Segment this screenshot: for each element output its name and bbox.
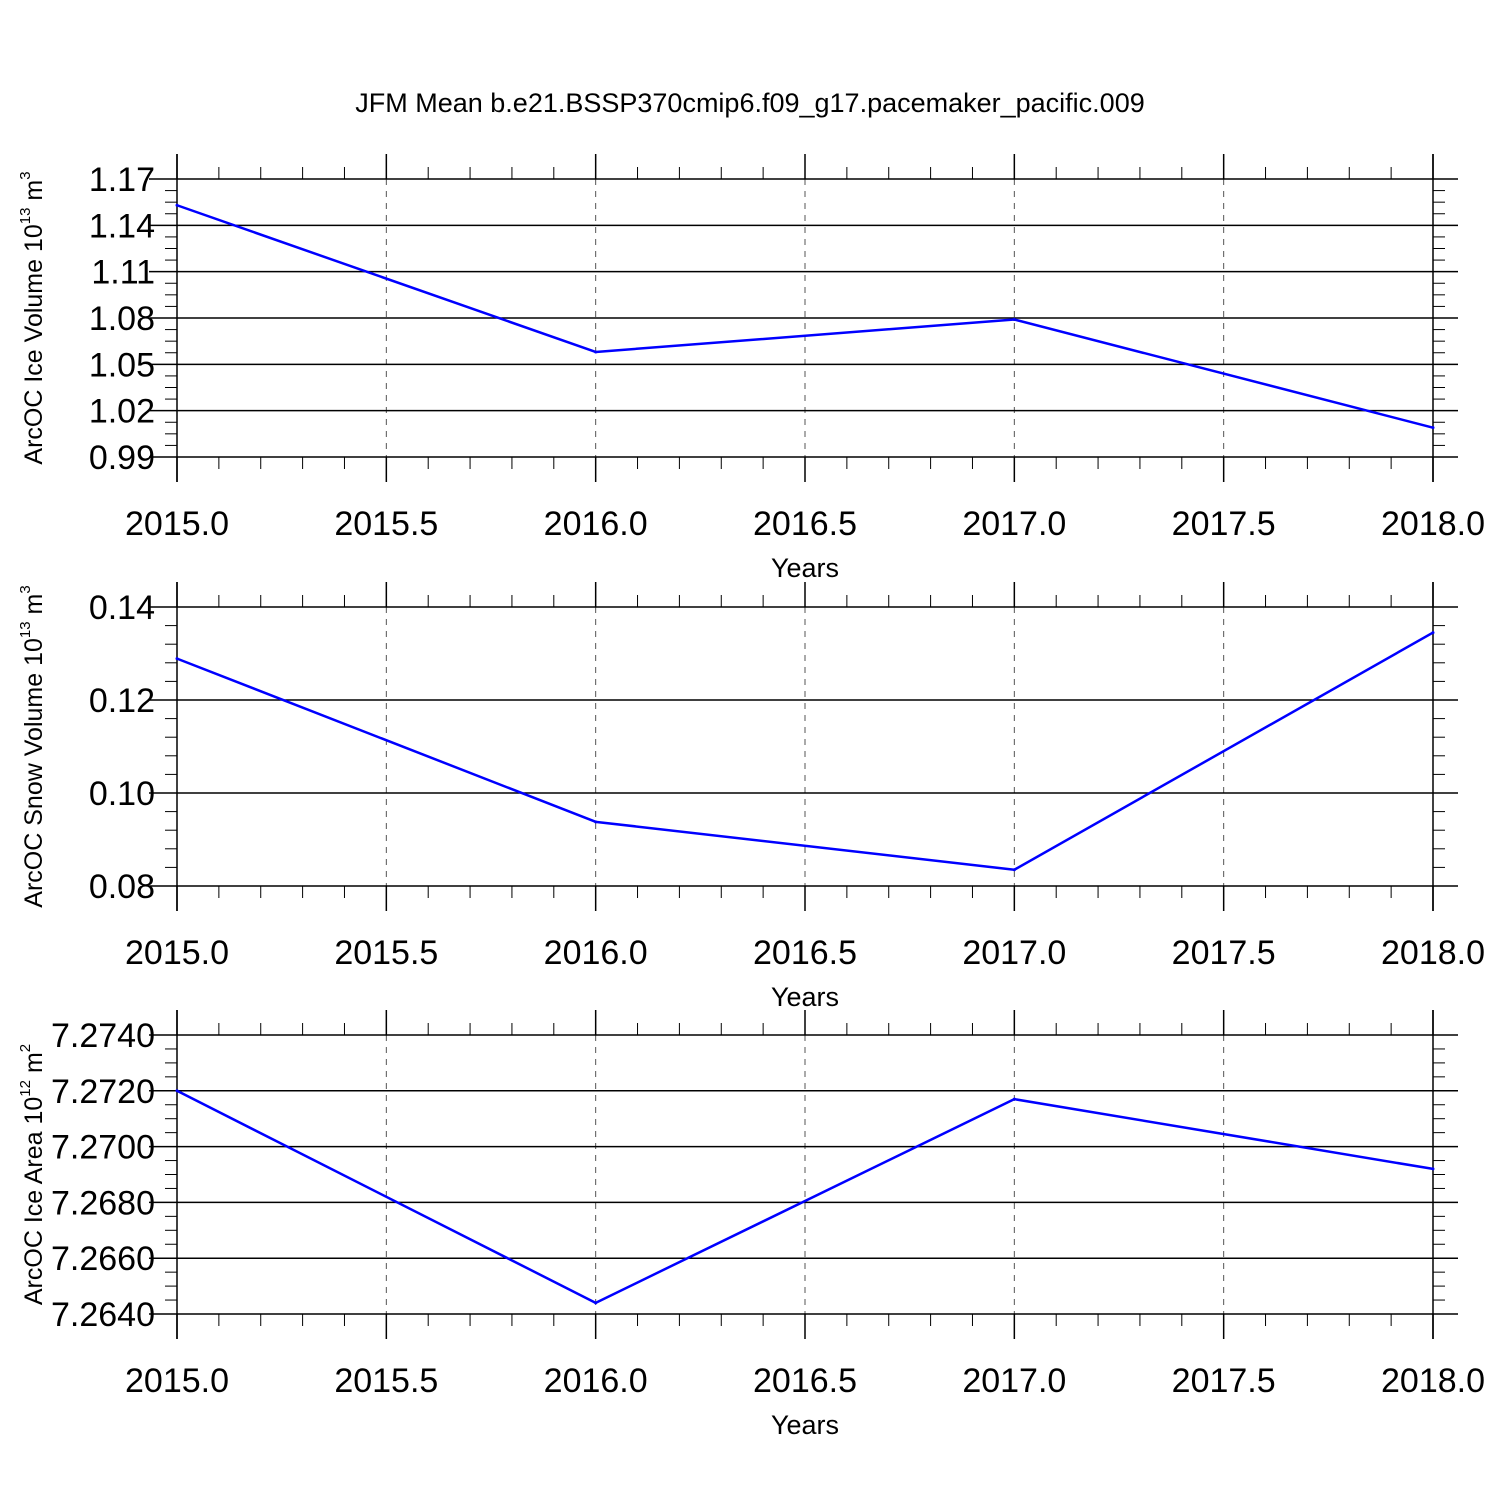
panel-1-y-tick-label: 1.05	[89, 346, 155, 384]
panel-1-y-tick-label: 1.08	[89, 300, 155, 338]
panel-1-y-tick-label: 0.99	[89, 439, 155, 477]
panel-3-data-point	[1431, 1167, 1435, 1171]
panel-1-x-tick-label: 2016.5	[753, 505, 857, 543]
panel-2-y-axis-label: ArcOC Snow Volume 1013 m3	[17, 585, 48, 907]
panel-2-y-tick-label: 0.10	[89, 775, 155, 813]
panel-1-x-axis-label: Years	[771, 553, 839, 583]
panel-3-x-tick-label: 2015.5	[334, 1362, 438, 1400]
panel-2-data-point	[1012, 868, 1016, 872]
panel-1-x-tick-label: 2018.0	[1381, 505, 1485, 543]
panel-3-y-tick-label: 7.2700	[51, 1129, 155, 1167]
panel-1-y-tick-label: 1.11	[91, 254, 155, 292]
panel-3-x-tick-label: 2017.0	[962, 1362, 1066, 1400]
panel-2-data-point	[175, 657, 179, 661]
panel-3-x-tick-label: 2017.5	[1172, 1362, 1276, 1400]
panel-1-y-axis-label: ArcOC Ice Volume 1013 m3	[17, 171, 48, 464]
panel-2-x-tick-label: 2017.0	[962, 934, 1066, 972]
panel-3-x-tick-label: 2016.5	[753, 1362, 857, 1400]
panel-3-y-tick-label: 7.2680	[51, 1184, 155, 1222]
panel-3-y-tick-label: 7.2660	[51, 1240, 155, 1278]
panel-2-series-line	[176, 631, 1434, 871]
panel-2-y-tick-label: 0.12	[89, 682, 155, 720]
panel-1-data-point	[1431, 426, 1435, 430]
panel-3-y-axis-label: ArcOC Ice Area 1012 m2	[17, 1044, 48, 1305]
chart-title: JFM Mean b.e21.BSSP370cmip6.f09_g17.pace…	[355, 88, 1144, 118]
panel-2-y-tick-label: 0.14	[89, 589, 155, 627]
panel-1-y-tick-label: 1.02	[89, 393, 155, 431]
panel-1-y-tick-label: 1.14	[89, 207, 155, 245]
panel-3-series-line	[176, 1089, 1434, 1305]
panel-1-data-point	[1012, 318, 1016, 322]
panel-1-data-point	[594, 350, 598, 354]
panel-1-y-tick-label: 1.17	[89, 161, 155, 199]
panel-3-y-tick-label: 7.2720	[51, 1073, 155, 1111]
panel-2-x-tick-label: 2016.0	[544, 934, 648, 972]
panel-3-x-tick-label: 2018.0	[1381, 1362, 1485, 1400]
panel-2-x-axis-label: Years	[771, 982, 839, 1012]
panel-2-x-tick-label: 2017.5	[1172, 934, 1276, 972]
panel-3-x-tick-label: 2016.0	[544, 1362, 648, 1400]
panel-3-x-tick-label: 2015.0	[125, 1362, 229, 1400]
panel-1-x-tick-label: 2017.0	[962, 505, 1066, 543]
panel-1-data-point	[175, 203, 179, 207]
panel-1-x-tick-label: 2015.5	[334, 505, 438, 543]
panel-2-x-tick-label: 2015.5	[334, 934, 438, 972]
panel-2-data-point	[594, 820, 598, 824]
panel-2-x-tick-label: 2015.0	[125, 934, 229, 972]
panel-2-y-tick-label: 0.08	[89, 868, 155, 906]
panel-2-x-tick-label: 2018.0	[1381, 934, 1485, 972]
panel-1-x-tick-label: 2015.0	[125, 505, 229, 543]
panel-3-y-tick-label: 7.2740	[51, 1017, 155, 1055]
panel-3-x-axis-label: Years	[771, 1410, 839, 1440]
panel-2-x-tick-label: 2016.5	[753, 934, 857, 972]
panel-3-y-tick-label: 7.2640	[51, 1296, 155, 1334]
panel-3-data-point	[1012, 1097, 1016, 1101]
panel-1-x-tick-label: 2017.5	[1172, 505, 1276, 543]
panel-1-series-line	[176, 204, 1434, 429]
panel-2-data-point	[1431, 631, 1435, 635]
panel-3-data-point	[175, 1089, 179, 1093]
panel-1-x-tick-label: 2016.0	[544, 505, 648, 543]
panel-3-data-point	[594, 1301, 598, 1305]
